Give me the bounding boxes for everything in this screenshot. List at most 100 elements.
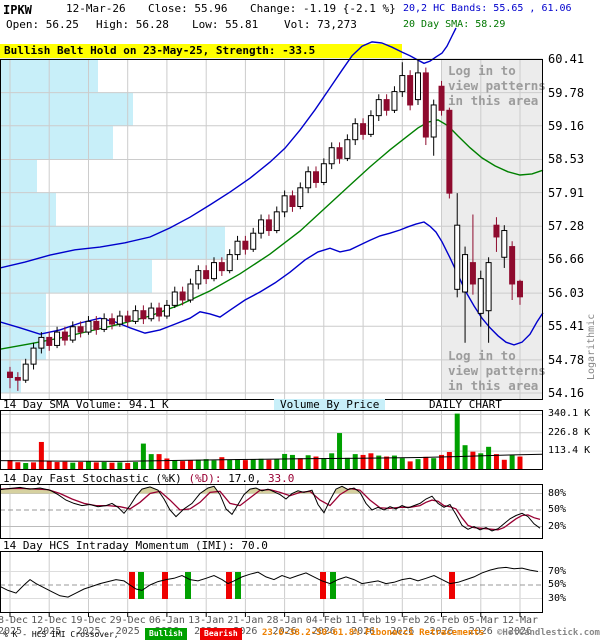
volume-by-price-bar <box>0 259 152 293</box>
candle <box>485 262 492 312</box>
volume-bar <box>172 460 178 470</box>
candle <box>14 377 21 381</box>
axis-label: 80% <box>548 488 567 499</box>
candle <box>140 310 147 320</box>
candle <box>336 147 343 159</box>
date-tick-label: 04-Feb 2026 <box>305 615 342 637</box>
volume-bar <box>337 433 343 470</box>
candle <box>422 72 429 138</box>
volume-bar <box>376 455 382 470</box>
candle <box>430 104 437 138</box>
volume-bar <box>62 461 68 470</box>
volume-bar <box>431 458 437 470</box>
date-tick-label: 11-Feb 2026 <box>345 615 382 637</box>
candle <box>187 283 194 301</box>
volume-by-price-bar <box>0 192 56 226</box>
volume-bar <box>462 445 468 470</box>
candle <box>69 326 76 341</box>
volume-bar <box>360 454 366 470</box>
volume-bar <box>187 460 193 470</box>
svg-text:in this area: in this area <box>448 93 538 108</box>
copyright-link[interactable]: ©HotCandlestick.com <box>497 628 600 638</box>
candle <box>360 123 367 135</box>
bearish-signal-bar <box>226 572 232 599</box>
candle <box>54 331 61 346</box>
candle <box>124 315 131 322</box>
date-tick-label: 12-Dec 2025 <box>31 615 68 637</box>
bullish-badge: Bullish <box>145 628 187 640</box>
candle <box>156 307 163 317</box>
low-value: Low: 55.81 <box>192 18 259 31</box>
hc-lower-band-line <box>0 221 544 346</box>
fibonacci-legend-label: 23.6-38.2-50-61.8% Fibonacci Retracement… <box>262 628 485 638</box>
volume-bar <box>517 456 523 470</box>
volume-bar <box>219 457 225 470</box>
volume-bar <box>399 458 405 470</box>
candle <box>148 307 155 320</box>
candle <box>516 280 523 298</box>
svg-text:in this area: in this area <box>448 378 538 393</box>
candle <box>30 347 37 365</box>
volume-bar <box>258 458 264 470</box>
axis-label: 50% <box>548 504 567 515</box>
bearish-signal-bar <box>320 572 326 599</box>
log-scale-label: Logarithmic <box>586 313 597 380</box>
candle <box>469 262 476 285</box>
candle <box>391 91 398 111</box>
candle <box>477 278 484 314</box>
candle <box>234 240 241 256</box>
high-value: High: 56.28 <box>96 18 169 31</box>
date-tick-label: 19-Dec 2025 <box>70 615 107 637</box>
candle <box>414 72 421 101</box>
volume-bar <box>407 461 413 470</box>
volume-by-price-bar <box>0 226 225 260</box>
candle <box>328 147 335 165</box>
candle <box>242 240 249 250</box>
candle <box>297 187 304 207</box>
candle <box>250 232 257 250</box>
candle <box>462 254 469 293</box>
axis-label: 70% <box>548 566 567 577</box>
volume-bar <box>180 461 186 470</box>
axis-label: 55.41 <box>548 319 585 333</box>
candle <box>493 224 500 238</box>
candle <box>61 331 68 341</box>
quote-date: 12-Mar-26 <box>66 2 126 15</box>
volume-bar <box>93 462 99 470</box>
bearish-signal-bar <box>449 572 455 599</box>
candle <box>77 326 84 333</box>
axis-label: 57.28 <box>548 219 585 233</box>
volume-by-price-bar <box>0 292 46 327</box>
axis-label: 340.1 K <box>548 408 591 419</box>
candle <box>132 310 139 322</box>
sma-value: 20 Day SMA: 58.29 <box>403 19 506 30</box>
change-value: Change: -1.19 {-2.1 %} <box>250 2 396 15</box>
candle <box>289 195 296 207</box>
candle <box>7 371 13 379</box>
candle <box>163 304 170 317</box>
volume-bar <box>297 458 303 470</box>
candle <box>218 262 225 272</box>
candle <box>438 85 445 111</box>
stochastic-d-line <box>0 487 541 531</box>
volume-section-title: 14 Day SMA Volume: 94.1 K <box>3 398 169 411</box>
volume-bar <box>415 459 421 470</box>
date-tick-label: 29-Dec 2025 <box>109 615 146 637</box>
stoch-k-value: 17.0, <box>228 472 268 485</box>
volume-bar <box>439 454 445 470</box>
volume-bar <box>391 455 397 470</box>
axis-label: 54.16 <box>548 386 585 400</box>
hc-bands-value: 20,2 HC Bands: 55.65 , 61.06 <box>403 3 572 14</box>
bearish-signal-bar <box>162 572 168 599</box>
axis-label: 20% <box>548 521 567 532</box>
candle <box>203 270 210 280</box>
axis-label: 60.41 <box>548 52 585 66</box>
imi-grid <box>0 551 543 613</box>
candle <box>179 291 186 301</box>
candle <box>367 115 374 135</box>
candle <box>383 99 390 111</box>
